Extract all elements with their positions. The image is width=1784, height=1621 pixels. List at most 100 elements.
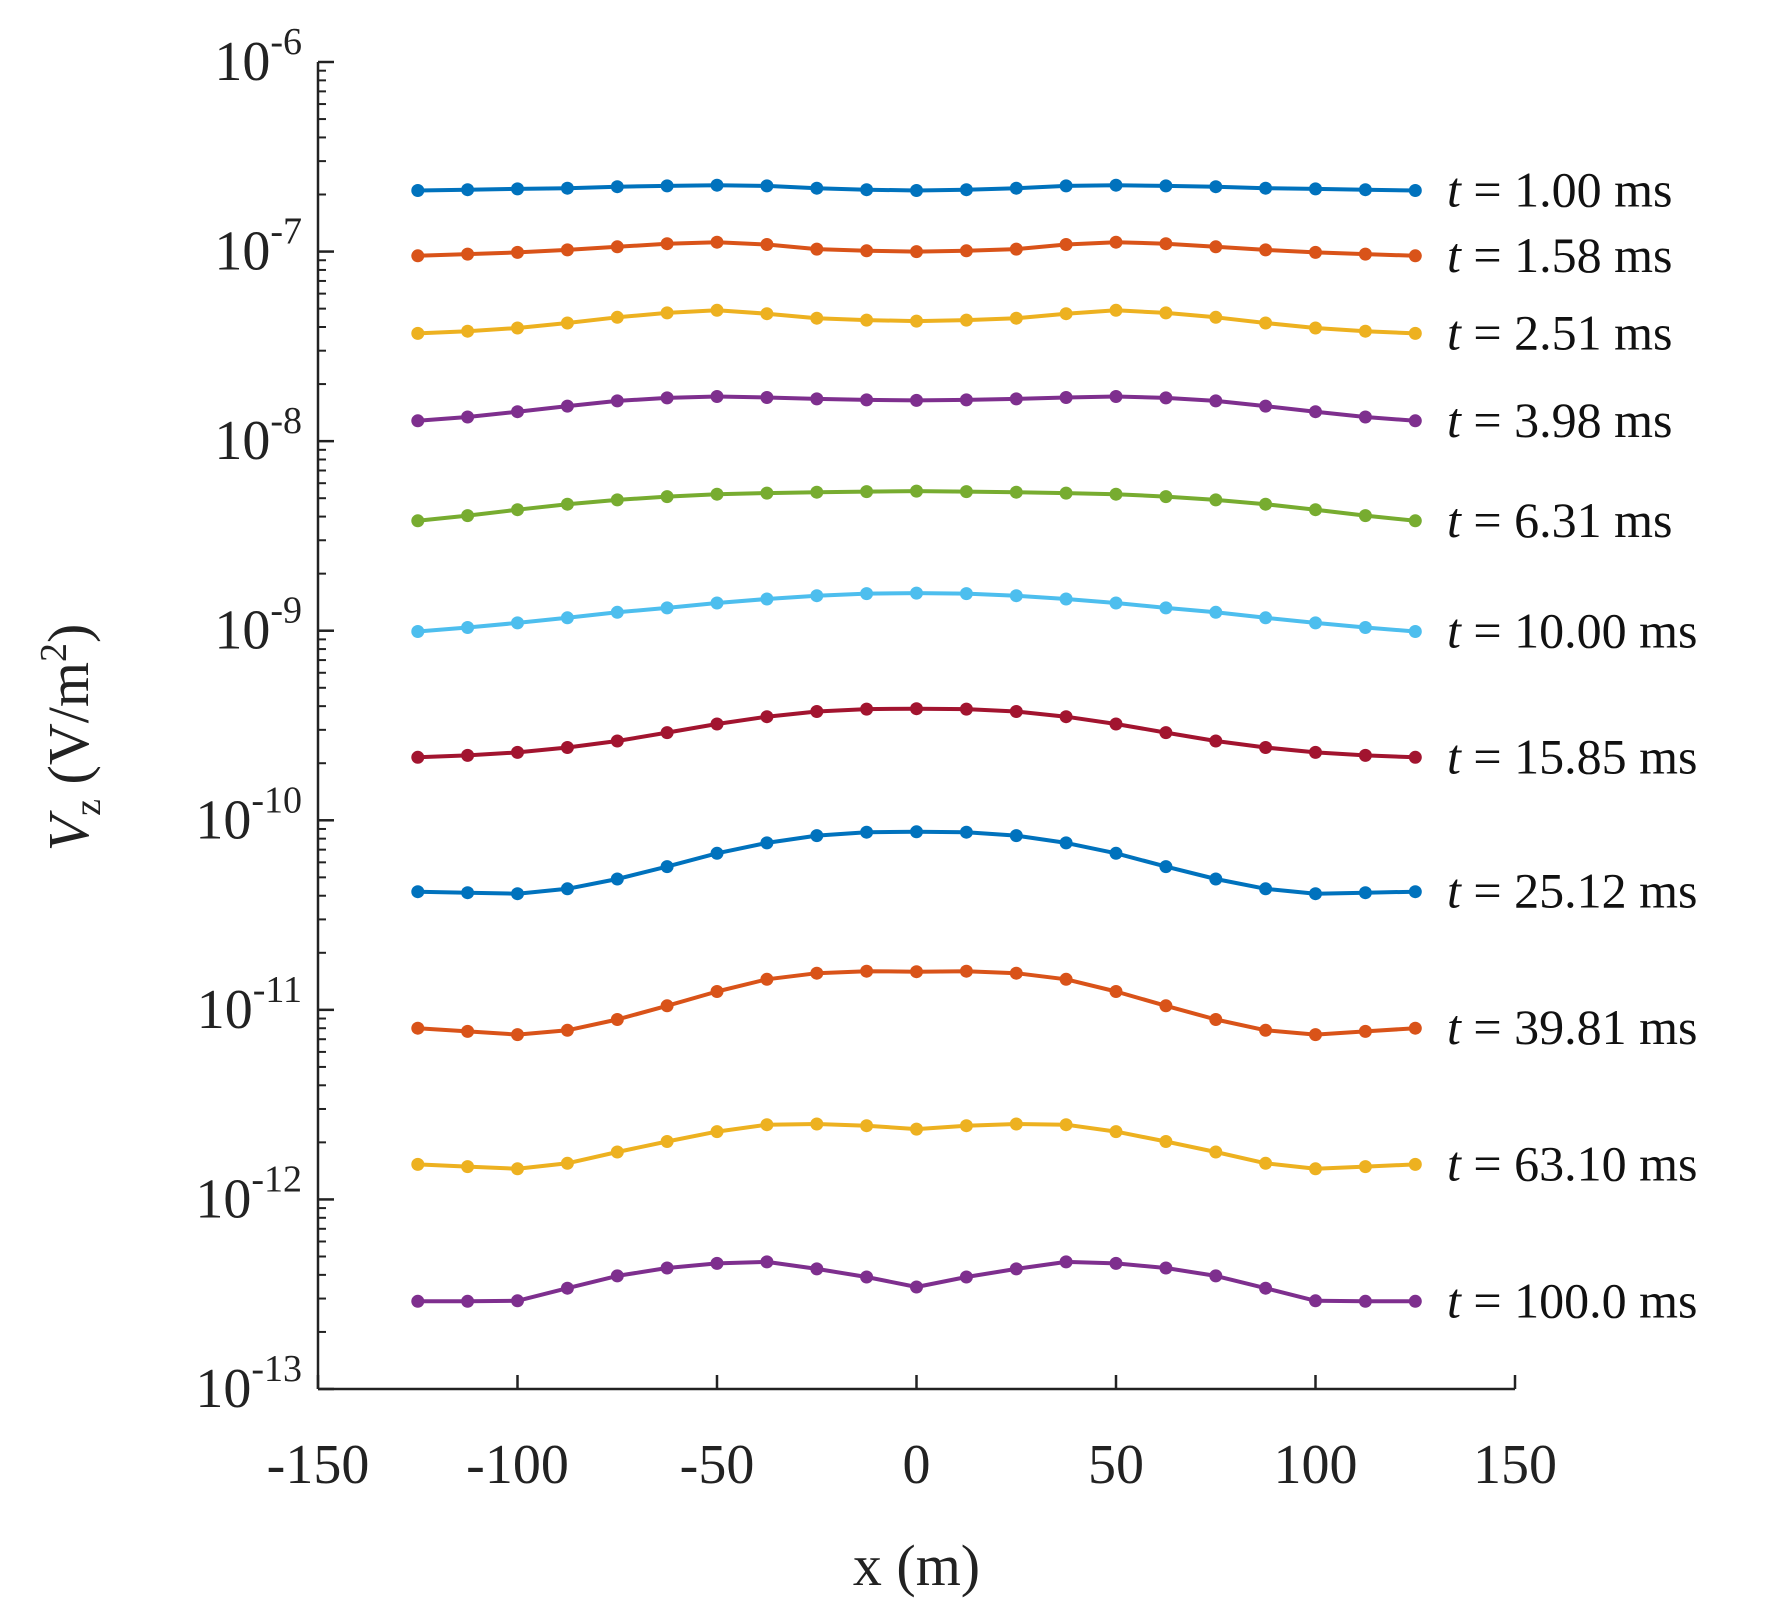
- data-point: [1159, 726, 1173, 740]
- series-label-value: = 15.85 ms: [1461, 728, 1698, 784]
- data-point: [560, 399, 574, 413]
- data-point: [1358, 1294, 1372, 1308]
- x-tick-label: -100: [466, 1434, 569, 1496]
- series-label-t: t: [1447, 603, 1462, 659]
- data-point: [1358, 410, 1372, 424]
- y-axis-title-base: V: [36, 809, 101, 851]
- data-point: [1009, 966, 1023, 980]
- data-point: [1059, 1118, 1073, 1132]
- data-point: [511, 1028, 524, 1042]
- x-axis-title: x (m): [853, 1533, 980, 1598]
- series-15-85-ms: t = 15.85 ms: [411, 702, 1697, 784]
- data-point: [610, 310, 624, 324]
- series-label-value: = 63.10 ms: [1461, 1135, 1698, 1191]
- data-point: [1109, 596, 1123, 610]
- data-point: [660, 490, 674, 504]
- y-axis-title-units-open: (V/m: [36, 662, 101, 799]
- data-point: [1309, 745, 1322, 759]
- data-point: [760, 391, 774, 404]
- data-point: [860, 244, 874, 258]
- data-point: [1408, 414, 1422, 428]
- series-label-t: t: [1447, 863, 1462, 919]
- series-6-31-ms: t = 6.31 ms: [411, 484, 1672, 548]
- data-point: [1109, 487, 1123, 501]
- data-point: [1358, 509, 1372, 523]
- data-point: [1009, 181, 1023, 195]
- series-label-value: = 10.00 ms: [1461, 603, 1698, 659]
- y-tick-label-exponent: -8: [270, 400, 302, 442]
- data-point: [461, 509, 475, 523]
- data-point: [860, 1119, 874, 1133]
- data-point: [760, 1255, 774, 1269]
- data-point: [660, 306, 674, 320]
- data-point: [1059, 486, 1073, 500]
- data-point: [959, 1119, 973, 1133]
- y-tick-label-exponent: -12: [251, 1158, 302, 1200]
- data-point: [959, 393, 973, 407]
- data-point: [610, 734, 624, 748]
- data-point: [511, 1162, 524, 1176]
- data-point: [959, 587, 973, 601]
- data-point: [461, 886, 475, 900]
- data-point: [560, 316, 574, 330]
- series-label-t: t: [1447, 728, 1462, 784]
- data-point: [860, 702, 874, 716]
- data-point: [1059, 391, 1073, 404]
- data-point: [860, 825, 874, 839]
- data-point: [1159, 1135, 1173, 1148]
- data-point: [1109, 846, 1123, 860]
- series-label-t: t: [1447, 1135, 1462, 1191]
- data-point: [511, 745, 524, 759]
- series-label-value: = 2.51 ms: [1461, 304, 1673, 360]
- data-point: [511, 182, 524, 196]
- data-point: [660, 179, 674, 193]
- data-point: [810, 311, 824, 325]
- data-point: [1009, 1262, 1023, 1276]
- data-point: [1059, 1255, 1073, 1269]
- y-tick-label-base: 10: [195, 1168, 251, 1230]
- data-point: [710, 303, 724, 317]
- data-point: [461, 1024, 475, 1038]
- data-point: [560, 741, 574, 754]
- y-tick-label-base: 10: [214, 410, 270, 472]
- data-point: [1209, 1145, 1223, 1159]
- data-point: [810, 392, 824, 406]
- data-point: [810, 966, 824, 980]
- data-point: [1109, 303, 1123, 317]
- data-point: [760, 836, 774, 850]
- data-point: [1408, 625, 1422, 638]
- data-point: [461, 1160, 475, 1174]
- data-point: [710, 846, 724, 860]
- data-point: [1059, 836, 1073, 850]
- series-1-00-ms: t = 1.00 ms: [411, 161, 1672, 217]
- y-axis-title-sub: z: [67, 799, 109, 816]
- data-point: [511, 887, 524, 901]
- data-point: [560, 497, 574, 511]
- x-tick-label: 0: [903, 1434, 931, 1496]
- data-point: [560, 243, 574, 257]
- data-point: [810, 485, 824, 499]
- data-point: [1159, 490, 1173, 504]
- data-point: [560, 611, 574, 625]
- data-point: [1358, 247, 1372, 261]
- data-point: [1209, 240, 1223, 254]
- data-point: [1259, 611, 1273, 625]
- data-point: [1408, 1157, 1422, 1171]
- series-label-t: t: [1447, 304, 1462, 360]
- data-point: [1059, 592, 1073, 606]
- data-point: [1059, 972, 1073, 986]
- series-label: t = 100.0 ms: [1447, 1272, 1697, 1328]
- series-label-value: = 25.12 ms: [1461, 863, 1698, 919]
- data-point: [1358, 183, 1372, 197]
- data-point: [959, 964, 973, 978]
- data-point: [1209, 1013, 1223, 1026]
- data-point: [1109, 717, 1123, 731]
- y-tick-label: 10-6: [214, 21, 302, 93]
- series-label-t: t: [1447, 161, 1462, 217]
- data-point: [959, 313, 973, 327]
- data-point: [710, 390, 724, 403]
- data-point: [959, 1270, 973, 1284]
- data-point: [461, 324, 475, 338]
- data-point: [1408, 249, 1422, 263]
